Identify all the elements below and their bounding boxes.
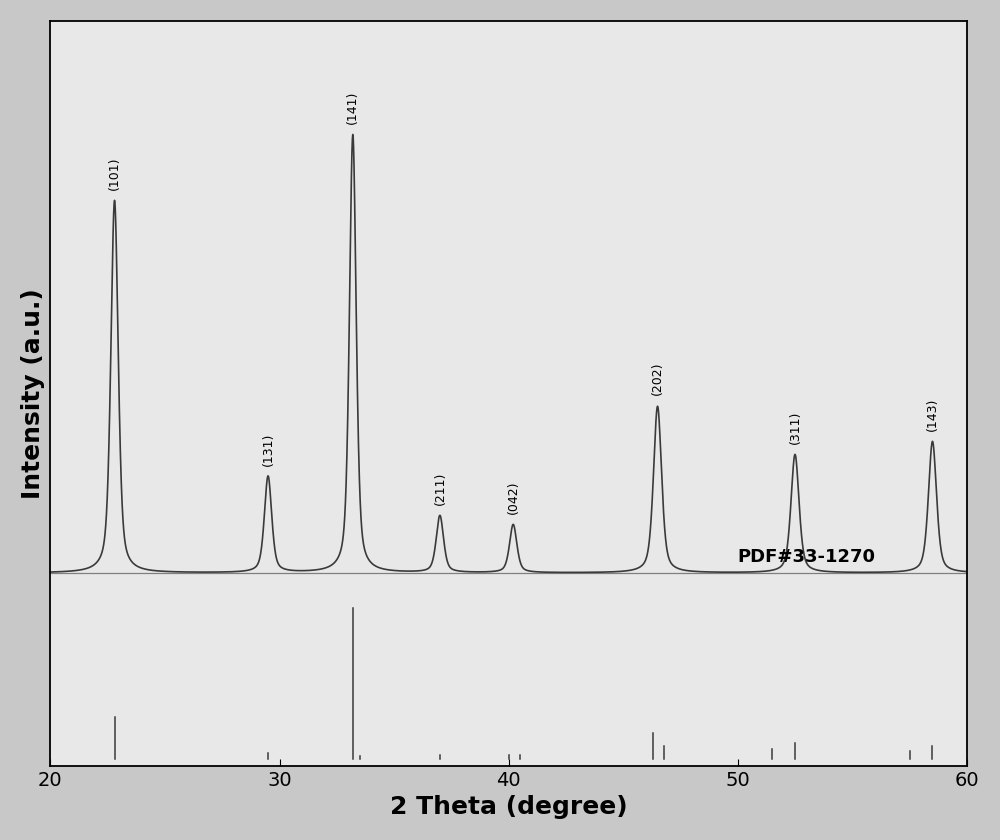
Y-axis label: Intensity (a.u.): Intensity (a.u.) [21, 288, 45, 499]
Text: (211): (211) [433, 471, 446, 505]
X-axis label: 2 Theta (degree): 2 Theta (degree) [390, 795, 627, 819]
Text: (131): (131) [262, 433, 275, 465]
Text: (141): (141) [346, 91, 359, 123]
Text: (143): (143) [926, 397, 939, 431]
Text: (042): (042) [507, 480, 520, 514]
Text: (101): (101) [108, 156, 121, 190]
Text: (311): (311) [789, 410, 802, 444]
Text: (202): (202) [651, 362, 664, 396]
Text: PDF#33-1270: PDF#33-1270 [737, 549, 875, 566]
